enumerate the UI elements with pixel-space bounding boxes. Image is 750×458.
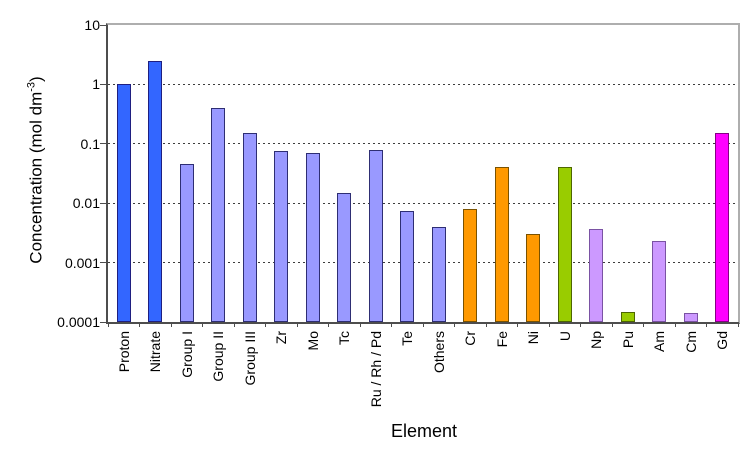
bar-pu	[620, 311, 635, 322]
bar-proton	[116, 84, 131, 322]
x-axis-tick	[517, 322, 518, 327]
x-axis-tick	[706, 322, 707, 327]
bar-zr	[274, 151, 289, 322]
x-tick-label-group-ii: Group II	[210, 331, 227, 382]
y-tick-label-0-0001: 0.0001	[57, 314, 100, 330]
x-axis-tick	[202, 322, 203, 327]
x-axis-title: Element	[390, 421, 458, 441]
x-axis-tick	[139, 322, 140, 327]
bar-group-iii	[242, 133, 257, 322]
bar-mo	[305, 153, 320, 322]
x-axis-tick	[548, 322, 550, 327]
x-axis-tick	[328, 322, 329, 327]
x-tick-label-zr: Zr	[273, 331, 290, 345]
bar-np	[589, 228, 604, 322]
gridline-0.1	[108, 143, 738, 145]
x-tick-label-pu: Pu	[619, 331, 636, 349]
y-axis-tick	[100, 202, 106, 204]
bar-others	[431, 226, 446, 322]
x-tick-label-am: Am	[651, 331, 668, 352]
y-axis-tick	[100, 24, 106, 26]
bar-cm	[683, 313, 698, 322]
bar-ni	[526, 234, 541, 322]
x-tick-label-group-iii: Group III	[241, 331, 258, 386]
x-tick-label-ni: Ni	[525, 331, 542, 345]
x-tick-label-others: Others	[430, 331, 447, 374]
y-axis-tick	[100, 321, 106, 323]
y-tick-label-10: 10	[84, 17, 100, 33]
gridline-1	[108, 83, 738, 85]
x-tick-label-cr: Cr	[462, 331, 479, 346]
bar-group-i	[179, 164, 194, 322]
x-axis-tick	[643, 322, 644, 327]
x-axis-tick	[359, 322, 361, 327]
bar-group-ii	[211, 108, 226, 322]
x-axis-tick	[485, 322, 487, 327]
x-tick-label-gd: Gd	[714, 331, 731, 350]
y-axis-title-text: Concentration (mol dm	[26, 91, 46, 264]
x-tick-label-fe: Fe	[493, 331, 510, 348]
x-tick-label-mo: Mo	[304, 331, 321, 351]
bar-fe	[494, 167, 509, 322]
plot-area	[100, 23, 740, 327]
x-axis-tick	[296, 322, 298, 327]
x-tick-label-np: Np	[588, 331, 605, 349]
x-axis-tick	[170, 322, 172, 327]
x-axis-tick	[737, 322, 739, 327]
x-axis-tick	[391, 322, 392, 327]
y-axis-title: Concentration (mol dm-3)	[26, 76, 47, 263]
bar-nitrate	[148, 60, 163, 322]
bar-tc	[337, 192, 352, 322]
bar-u	[557, 167, 572, 322]
bar-cr	[463, 208, 478, 322]
bar-ru-rh-pd	[368, 149, 383, 322]
x-tick-label-tc: Tc	[336, 331, 353, 345]
x-axis-tick	[454, 322, 455, 327]
bar-am	[652, 241, 667, 322]
x-tick-label-te: Te	[399, 331, 416, 346]
x-tick-label-group-i: Group I	[178, 331, 195, 378]
bar-gd	[715, 133, 730, 322]
x-tick-label-u: U	[556, 331, 573, 342]
x-axis-tick	[580, 322, 581, 327]
y-tick-label-0-01: 0.01	[72, 195, 100, 212]
x-axis-tick	[422, 322, 424, 327]
bar-te	[400, 210, 415, 322]
x-tick-label-ru-rh-pd: Ru / Rh / Pd	[367, 331, 384, 408]
y-tick-label-0-1: 0.1	[80, 135, 100, 152]
x-axis-tick	[265, 322, 266, 327]
gridline-0.01	[108, 202, 738, 204]
x-axis-tick	[107, 322, 109, 327]
x-axis-tick	[233, 322, 235, 327]
x-axis-tick	[611, 322, 613, 327]
x-tick-label-proton: Proton	[115, 331, 132, 373]
x-axis-tick	[674, 322, 676, 327]
x-tick-label-nitrate: Nitrate	[147, 331, 164, 373]
y-axis-tick	[100, 143, 106, 145]
x-tick-label-cm: Cm	[682, 331, 699, 353]
y-axis-tick	[100, 262, 106, 264]
y-tick-label-1: 1	[92, 76, 100, 93]
y-axis-tick	[100, 83, 106, 85]
gridline-0.001	[108, 262, 738, 264]
y-tick-label-0-001: 0.001	[64, 254, 100, 271]
